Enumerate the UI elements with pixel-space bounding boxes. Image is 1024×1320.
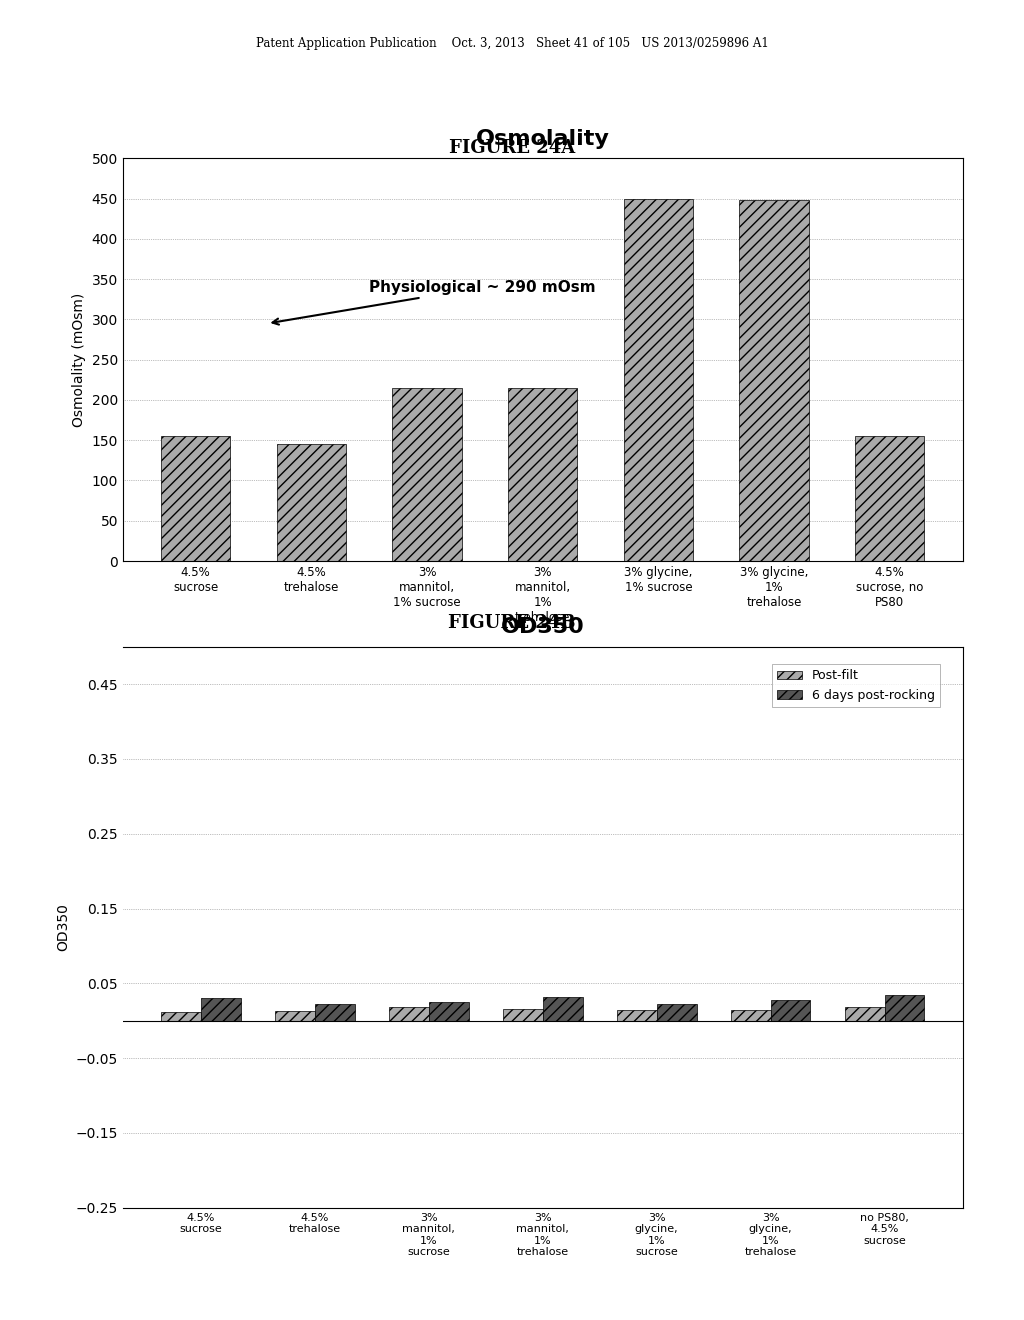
Text: FIGURE 24B: FIGURE 24B <box>449 614 575 632</box>
Bar <box>616 1010 656 1020</box>
Bar <box>503 1008 543 1020</box>
Legend: Post-filt, 6 days post-rocking: Post-filt, 6 days post-rocking <box>771 664 939 706</box>
Bar <box>885 995 925 1020</box>
Y-axis label: Osmolality (mOsm): Osmolality (mOsm) <box>72 293 86 426</box>
Bar <box>429 1002 469 1020</box>
Bar <box>275 1011 314 1020</box>
Bar <box>392 388 462 561</box>
Bar <box>161 436 230 561</box>
Bar <box>314 1005 354 1020</box>
Bar <box>201 998 241 1020</box>
Bar <box>656 1005 696 1020</box>
Bar <box>731 1010 771 1020</box>
Bar <box>855 436 925 561</box>
Text: Patent Application Publication    Oct. 3, 2013   Sheet 41 of 105   US 2013/02598: Patent Application Publication Oct. 3, 2… <box>256 37 768 50</box>
Title: Osmolality: Osmolality <box>476 128 609 149</box>
Bar <box>845 1007 885 1020</box>
Bar <box>389 1007 429 1020</box>
Bar <box>161 1012 201 1020</box>
Bar <box>771 999 810 1020</box>
Bar <box>739 201 809 561</box>
Bar <box>508 388 578 561</box>
Title: OD350: OD350 <box>501 616 585 638</box>
Text: Physiological ~ 290 mOsm: Physiological ~ 290 mOsm <box>272 280 596 325</box>
Y-axis label: OD350: OD350 <box>56 903 70 952</box>
Bar <box>624 199 693 561</box>
Bar <box>276 445 346 561</box>
Text: FIGURE 24A: FIGURE 24A <box>449 139 575 157</box>
Bar <box>543 997 583 1020</box>
